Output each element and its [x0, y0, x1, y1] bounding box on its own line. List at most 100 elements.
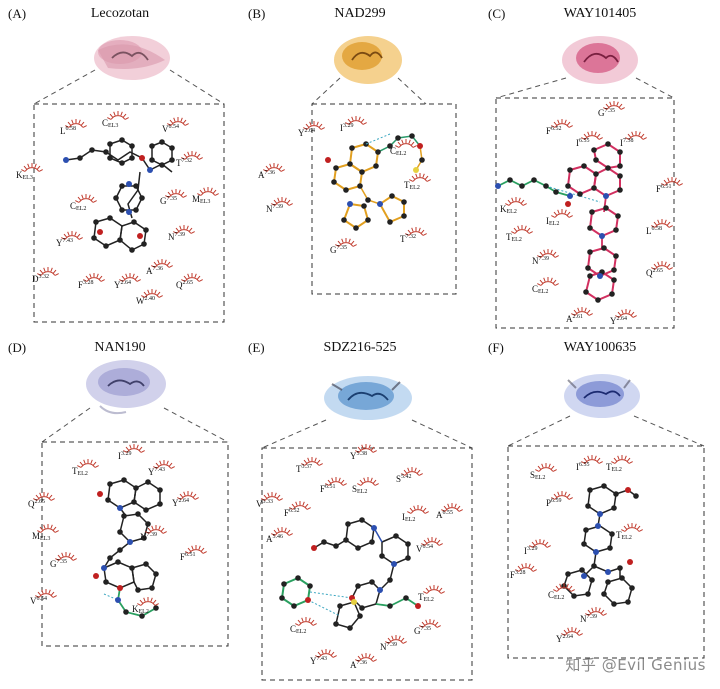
residue-Y7.43: Y7.43 [148, 460, 175, 477]
residue-TEL2: TEL2 [404, 173, 431, 191]
hydrophobic-contact-icon [295, 617, 317, 626]
panel-title: WAY101405 [563, 6, 637, 21]
hydrophobic-contact-icon [385, 635, 407, 644]
hydrophobic-contact-icon [409, 173, 431, 182]
hydrophobic-contact-icon [395, 139, 417, 148]
residue-label: CEL3 [102, 118, 118, 129]
panel-title: WAY100635 [563, 340, 637, 355]
residue-label: TEL2 [506, 232, 522, 243]
residue-label: CEL2 [290, 624, 306, 635]
residue-label: I3.29 [340, 123, 354, 133]
hydrophobic-contact-icon [315, 649, 337, 658]
hydrophobic-contact-icon [151, 259, 173, 268]
ligand-way101405 [495, 141, 623, 303]
hydrophobic-contact-icon [167, 117, 189, 126]
residue-layer: I6.55 TEL2 SEL2 P6.59 TEL2 I3.29 F3.28 CEL2 N7.3… [510, 455, 643, 644]
residue-label: N7.39 [532, 256, 549, 266]
residue-label: A7.36 [258, 170, 275, 180]
residue-I6.55: I6.55 [576, 131, 603, 148]
residue-label: A7.36 [146, 266, 163, 276]
zoom-lines [33, 69, 225, 105]
residue-layer: Y2.64 I3.29 CEL2 A7.36 TEL2 N7.39 G7.35 T7.32 [258, 116, 431, 255]
residue-label: I6.55 [576, 462, 590, 472]
hydrophobic-contact-icon [165, 189, 187, 198]
hydrophobic-contact-icon [35, 589, 57, 598]
residue-label: P6.59 [546, 498, 562, 508]
residue-label: Y2.64 [298, 128, 315, 138]
residue-F3.28: F3.28 [78, 273, 105, 290]
panel-e-diagram: Y5.38 T3.37 F6.51 SEL2 S5.42 V3.33 F6.52 IEL2 A6… [256, 376, 473, 681]
panel-title: Lecozotan [90, 6, 150, 21]
residue-G7.35: G7.35 [598, 101, 625, 118]
residue-TEL2: TEL2 [72, 459, 99, 477]
residue-label: F6.51 [320, 484, 336, 494]
residue-F6.51: F6.51 [180, 545, 207, 562]
residue-layer: I3.29 TEL2 Y7.43 Q2.65 Y2.64 MEL3 N7.39 G7.35 F6… [28, 444, 207, 615]
hydrophobic-contact-icon [561, 627, 583, 636]
residue-label: MEL3 [32, 531, 50, 542]
residue-W2.40: W2.40 [136, 289, 163, 306]
residue-KEL2: KEL2 [132, 597, 159, 615]
hydrophobic-contact-icon [651, 261, 673, 270]
residue-label: L6.58 [60, 126, 76, 136]
residue-I6.55: I6.55 [576, 455, 603, 472]
residue-label: V3.33 [256, 499, 273, 509]
hydrophobic-contact-icon [661, 177, 683, 186]
panel-a-diagram: L6.58 CEL3 V6.54 KEL3 T7.32 CEL2 G7.35 MEL3 N7.3… [16, 36, 225, 323]
hydrophobic-contact-icon [615, 309, 637, 318]
residue-label: IEL2 [402, 512, 415, 523]
residue-G7.35: G7.35 [50, 552, 77, 569]
residue-label: T7.32 [400, 234, 416, 244]
hydrophobic-contact-icon [535, 463, 557, 472]
ligand-lecozotan [63, 137, 175, 253]
residue-label: N7.39 [380, 642, 397, 652]
residue-G7.35: G7.35 [330, 238, 357, 255]
residue-KEL3: KEL3 [16, 163, 43, 181]
watermark: 知乎 @Evil Genius [565, 656, 706, 674]
hydrophobic-contact-icon [177, 491, 199, 500]
hydrophobic-contact-icon [289, 501, 311, 510]
residue-label: V6.54 [30, 596, 47, 606]
hydrophobic-contact-icon [271, 527, 293, 536]
residue-label: F6.51 [180, 552, 196, 562]
residue-label: G7.35 [598, 108, 615, 118]
hydrophobic-contact-icon [107, 111, 129, 120]
hydrophobic-contact-icon [537, 277, 559, 286]
hydrophobic-contact-icon [621, 523, 643, 532]
residue-layer: L6.58 CEL3 V6.54 KEL3 T7.32 CEL2 G7.35 MEL3 N7.3… [16, 111, 219, 306]
residue-CEL2: CEL2 [548, 583, 575, 601]
hydrophobic-contact-icon [529, 539, 551, 548]
residue-label: A2.61 [566, 314, 583, 324]
hydrophobic-contact-icon [145, 525, 167, 534]
residue-T3.37: T3.37 [296, 457, 323, 474]
residue-label: TEL2 [72, 466, 88, 477]
hydrophobic-contact-icon [651, 219, 673, 228]
residue-label: Y7.43 [310, 656, 327, 666]
residue-T7.32: T7.32 [176, 151, 203, 168]
panel-letter: (B) [248, 6, 266, 21]
interaction-box [507, 445, 705, 659]
residue-KEL2: KEL2 [500, 197, 527, 215]
residue-CEL3: CEL3 [102, 111, 129, 129]
residue-I3.29: I3.29 [118, 444, 145, 461]
residue-label: CEL2 [390, 146, 406, 157]
residue-Y2.64: Y2.64 [298, 121, 325, 138]
hydrophobic-contact-icon [551, 209, 573, 218]
hydrophobic-contact-icon [553, 583, 575, 592]
residue-SEL2: SEL2 [530, 463, 557, 481]
residue-I3.29: I3.29 [524, 539, 551, 556]
hydrophobic-contact-icon [301, 457, 323, 466]
residue-label: I3.29 [524, 546, 538, 556]
panel-letter: (F) [488, 340, 504, 355]
zoom-lines [41, 407, 229, 443]
ligand-nad299 [325, 133, 425, 231]
residue-label: Y7.43 [148, 467, 165, 477]
panel-d-diagram: I3.29 TEL2 Y7.43 Q2.65 Y2.64 MEL3 N7.39 G7.35 F6… [28, 360, 229, 647]
residue-label: F6.52 [546, 126, 562, 136]
panel-b-diagram: Y2.64 I3.29 CEL2 A7.36 TEL2 N7.39 G7.35 T7.32 [258, 36, 457, 295]
panel-d: (D) NAN190 [0, 336, 240, 676]
protein-surface [564, 374, 640, 418]
residue-label: T7.32 [176, 158, 192, 168]
residue-label: TEL2 [418, 592, 434, 603]
residue-F6.51: F6.51 [320, 477, 347, 494]
